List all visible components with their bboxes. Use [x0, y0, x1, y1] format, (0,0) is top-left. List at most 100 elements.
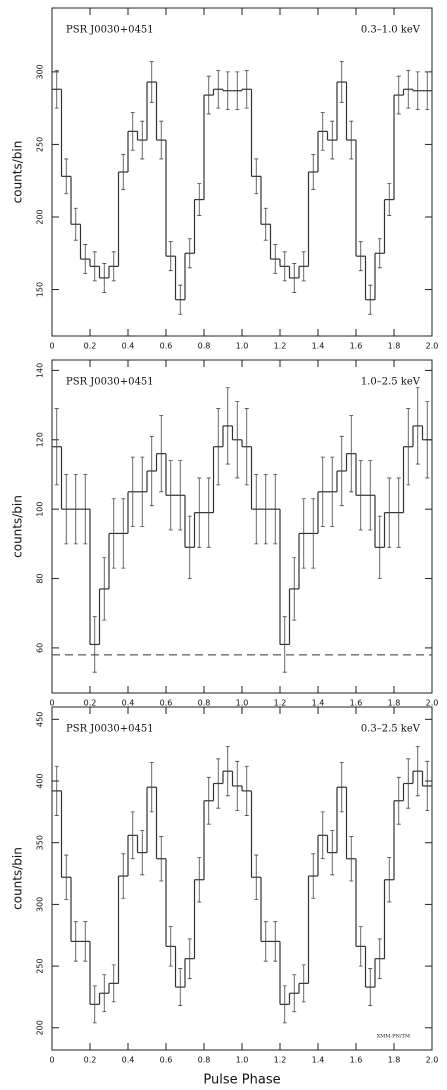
error-bar	[225, 746, 230, 797]
x-tick-label: 0.6	[160, 699, 173, 708]
x-tick-label: 0.6	[160, 1056, 173, 1065]
y-tick-label: 100	[36, 502, 45, 517]
x-tick-label: 0	[49, 699, 54, 708]
error-bar	[140, 120, 145, 160]
error-bar	[406, 408, 411, 486]
error-bar	[282, 251, 287, 282]
credit-note: XMM-PN/TM	[377, 1034, 410, 1040]
y-tick-label: 140	[36, 363, 45, 378]
error-bar	[339, 61, 344, 103]
error-bar	[358, 926, 363, 967]
error-bar	[73, 207, 78, 241]
error-bar	[187, 938, 192, 979]
error-bar	[130, 112, 135, 151]
error-bar	[301, 498, 306, 569]
x-tick-label: 0.8	[198, 342, 211, 351]
x-tick-label: 1.0	[236, 1056, 249, 1065]
panel-title: PSR J0030+0451	[66, 25, 154, 36]
error-bar	[330, 829, 335, 876]
error-bar	[396, 477, 401, 548]
error-bar	[263, 207, 268, 241]
error-bar	[396, 776, 401, 825]
error-bar	[225, 387, 230, 465]
error-bar	[254, 474, 259, 545]
error-bar	[368, 460, 373, 531]
error-bar	[377, 515, 382, 579]
x-tick-label: 0.4	[122, 699, 135, 708]
error-bar	[187, 238, 192, 269]
error-bar	[54, 408, 59, 486]
error-bar	[235, 760, 240, 812]
error-bar	[206, 477, 211, 548]
x-tick-label: 0.2	[84, 1056, 97, 1065]
error-bar	[149, 762, 154, 813]
error-bar	[83, 921, 88, 962]
error-bar	[254, 158, 259, 195]
x-tick-label: 1.0	[236, 342, 249, 351]
error-bar	[92, 985, 97, 1024]
error-bar	[339, 435, 344, 507]
error-bar	[92, 251, 97, 282]
y-tick-label: 300	[36, 897, 45, 912]
y-tick-label: 300	[36, 64, 45, 79]
error-bar	[225, 71, 230, 110]
error-bar	[377, 938, 382, 979]
panel-title: PSR J0030+0451	[66, 724, 154, 735]
error-bar	[64, 854, 69, 900]
error-bar	[121, 498, 126, 569]
error-bar	[159, 120, 164, 160]
error-bar	[83, 474, 88, 545]
x-tick-label: 2.0	[426, 1056, 439, 1065]
error-bar	[244, 70, 249, 109]
error-bar	[149, 435, 154, 507]
x-tick-label: 1.4	[312, 1056, 325, 1065]
error-bar	[415, 387, 420, 465]
error-bar	[415, 71, 420, 110]
x-tick-label: 0	[49, 342, 54, 351]
y-tick-label: 400	[36, 773, 45, 788]
error-bar	[159, 415, 164, 493]
error-bar	[216, 758, 221, 809]
error-bar	[282, 616, 287, 673]
error-bar	[54, 765, 59, 816]
error-bar	[102, 974, 107, 1013]
error-bar	[425, 71, 430, 110]
y-tick-label: 200	[36, 1020, 45, 1035]
y-tick-label: 80	[36, 573, 45, 583]
error-bar	[244, 765, 249, 816]
error-bar	[216, 408, 221, 486]
error-bar	[415, 746, 420, 797]
error-bar	[168, 460, 173, 531]
y-axis-label: counts/bin	[11, 847, 25, 910]
error-bar	[292, 557, 297, 621]
x-tick-label: 0.4	[122, 342, 135, 351]
y-tick-label: 250	[36, 137, 45, 152]
error-bar	[159, 836, 164, 882]
error-bar	[168, 926, 173, 967]
error-bar	[406, 758, 411, 809]
error-bar	[235, 71, 240, 110]
error-bar	[301, 964, 306, 1003]
error-bar	[349, 836, 354, 882]
error-bar	[311, 498, 316, 569]
error-bar	[73, 474, 78, 545]
error-bar	[130, 456, 135, 527]
error-bar	[140, 829, 145, 876]
error-bar	[168, 241, 173, 272]
error-bar	[121, 853, 126, 899]
x-tick-label: 1.2	[274, 1056, 287, 1065]
x-tick-label: 1.8	[388, 699, 401, 708]
y-axis-label: counts/bin	[11, 141, 25, 204]
error-bar	[368, 968, 373, 1006]
x-tick-label: 1.2	[274, 699, 287, 708]
error-bar	[111, 964, 116, 1003]
error-bar	[178, 460, 183, 531]
x-tick-label: 0.2	[84, 699, 97, 708]
panel-title: PSR J0030+0451	[66, 377, 154, 388]
error-bar	[273, 921, 278, 962]
error-bar	[377, 238, 382, 269]
error-bar	[92, 616, 97, 673]
y-axis-label: counts/bin	[11, 495, 25, 558]
error-bar	[263, 474, 268, 545]
